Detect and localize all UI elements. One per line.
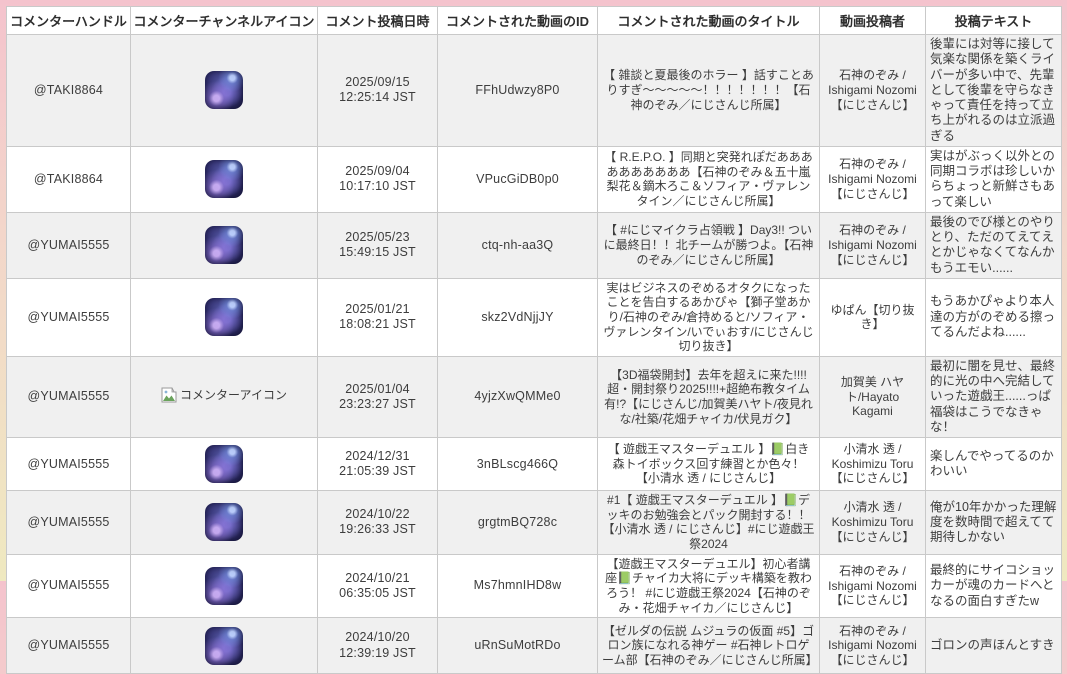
column-header-video_id: コメントされた動画のID xyxy=(437,6,598,35)
channel-avatar-image xyxy=(205,503,243,542)
broken-image-icon xyxy=(161,387,177,403)
video-title-cell: 【3D福袋開封】去年を超えに来た!!!!超・開封祭り2025!!!!+超絶布教タ… xyxy=(597,355,820,439)
video-id-cell: VPucGiDB0p0 xyxy=(437,145,598,213)
video-id-cell: uRnSuMotRDo xyxy=(437,617,598,674)
channel-icon-cell xyxy=(130,211,318,279)
commenter-handle-cell: @TAKI8864 xyxy=(6,34,131,147)
comment-text-cell: 最初に闇を見せ、最終的に光の中へ完結していった遊戯王......っぱ福袋はこうで… xyxy=(925,355,1062,439)
table-row: @YUMAI5555 2025/05/23 15:49:15 JST ctq-nh-… xyxy=(6,211,1062,279)
comment-datetime-cell: 2025/05/23 15:49:15 JST xyxy=(317,211,438,279)
channel-avatar-image xyxy=(205,626,243,665)
video-poster-cell: 石神のぞみ / Ishigami Nozomi【にじさんじ】 xyxy=(819,211,926,279)
video-poster-cell: 石神のぞみ / Ishigami Nozomi【にじさんじ】 xyxy=(819,553,926,619)
column-header-datetime: コメント投稿日時 xyxy=(317,6,438,35)
comment-text-cell: 最後のでび様とのやりとり、ただのてえてえとかじゃなくてなんかもうエモい.....… xyxy=(925,211,1062,279)
channel-icon-cell xyxy=(130,553,318,619)
video-title-cell: 【 #にじマイクラ占領戦 】Day3!! ついに最終日！！北チームが勝つよ。【石… xyxy=(597,211,820,279)
commenter-handle-cell: @YUMAI5555 xyxy=(6,277,131,357)
channel-icon-cell xyxy=(130,277,318,357)
comment-text-cell: 俺が10年かかった理解度を数時間で超えてて期待しかない xyxy=(925,490,1062,555)
video-id-cell: 3nBLscg466Q xyxy=(437,437,598,492)
broken-image-alt-text: コメンターアイコン xyxy=(180,387,287,402)
video-poster-cell: 石神のぞみ / Ishigami Nozomi【にじさんじ】 xyxy=(819,617,926,674)
channel-avatar-image xyxy=(205,160,243,199)
commenter-handle-cell: @YUMAI5555 xyxy=(6,211,131,279)
channel-icon-cell xyxy=(130,145,318,213)
video-title-cell: 【ゼルダの伝説 ムジュラの仮面 #5】ゴロン族になれる神ゲー #石神レトロゲーム… xyxy=(597,617,820,674)
commenter-handle-cell: @YUMAI5555 xyxy=(6,437,131,492)
commenter-handle-cell: @YUMAI5555 xyxy=(6,617,131,674)
video-id-cell: skz2VdNjjJY xyxy=(437,277,598,357)
video-id-cell: FFhUdwzy8P0 xyxy=(437,34,598,147)
table-row: @YUMAI5555 2024/10/21 06:35:05 JST Ms7hmnI… xyxy=(6,553,1062,619)
comment-text-cell: もうあかぴゃより本人達の方がのぞめる擦ってるんだよね...... xyxy=(925,277,1062,357)
column-header-comment_text: 投稿テキスト xyxy=(925,6,1062,35)
table-row: @TAKI8864 2025/09/04 10:17:10 JST VPucGiDB… xyxy=(6,145,1062,213)
table-row: @YUMAI5555 2024/12/31 21:05:39 JST 3nBLscg… xyxy=(6,437,1062,492)
video-title-cell: #1【 遊戯王マスターデュエル 】📗デッキのお勉強会とパック開封する！！【小清水… xyxy=(597,490,820,555)
channel-avatar-image xyxy=(205,566,243,605)
column-header-video_poster: 動画投稿者 xyxy=(819,6,926,35)
video-poster-cell: 小清水 透 / Koshimizu Toru【にじさんじ】 xyxy=(819,437,926,492)
comment-datetime-cell: 2024/10/20 12:39:19 JST xyxy=(317,617,438,674)
video-id-cell: Ms7hmnIHD8w xyxy=(437,553,598,619)
channel-avatar-image xyxy=(205,226,243,265)
table-row: @YUMAI5555 コメンターアイコン 2025/01/04 23:23:27 J… xyxy=(6,355,1062,439)
table-row: @YUMAI5555 2025/01/21 18:08:21 JST skz2VdN… xyxy=(6,277,1062,357)
video-poster-cell: ゆぱん【切り抜き】 xyxy=(819,277,926,357)
video-title-cell: 【遊戯王マスターデュエル】初心者講座📗チャイカ大将にデッキ構築を教わろう！ #に… xyxy=(597,553,820,619)
video-id-cell: grgtmBQ728c xyxy=(437,490,598,555)
column-header-icon: コメンターチャンネルアイコン xyxy=(130,6,318,35)
video-title-cell: 【 雑談と夏最後のホラー 】話すことありすぎ～～～～～！！！！！！！【石神のぞみ… xyxy=(597,34,820,147)
comment-text-cell: 楽しんでやってるのかわいい xyxy=(925,437,1062,492)
comment-datetime-cell: 2025/09/04 10:17:10 JST xyxy=(317,145,438,213)
comment-datetime-cell: 2025/01/04 23:23:27 JST xyxy=(317,355,438,439)
video-poster-cell: 小清水 透 / Koshimizu Toru【にじさんじ】 xyxy=(819,490,926,555)
comments-table-container: コメンターハンドル コメンターチャンネルアイコン コメント投稿日時 コメントされた動画… xyxy=(6,6,1062,674)
broken-channel-avatar: コメンターアイコン xyxy=(161,387,287,403)
commenter-handle-cell: @YUMAI5555 xyxy=(6,355,131,439)
comment-datetime-cell: 2025/09/15 12:25:14 JST xyxy=(317,34,438,147)
comment-datetime-cell: 2025/01/21 18:08:21 JST xyxy=(317,277,438,357)
comment-text-cell: 実はがぶっく以外との同期コラボは珍しいからちょっと新鮮さもあって楽しい xyxy=(925,145,1062,213)
comment-text-cell: 後輩には対等に接して気楽な関係を築くライバーが多い中で、先輩として後輩を守らなき… xyxy=(925,34,1062,147)
comment-text-cell: 最終的にサイコショッカーが魂のカードへとなるの面白すぎたw xyxy=(925,553,1062,619)
table-row: @YUMAI5555 2024/10/22 19:26:33 JST grgtmBQ… xyxy=(6,490,1062,555)
comment-datetime-cell: 2024/12/31 21:05:39 JST xyxy=(317,437,438,492)
channel-icon-cell: コメンターアイコン xyxy=(130,355,318,439)
column-header-video_title: コメントされた動画のタイトル xyxy=(597,6,820,35)
channel-icon-cell xyxy=(130,490,318,555)
video-title-cell: 実はビジネスのぞめるオタクになったことを告白するあかぴゃ【獅子堂あかり/石神のぞ… xyxy=(597,277,820,357)
channel-icon-cell xyxy=(130,437,318,492)
table-row: @YUMAI5555 2024/10/20 12:39:19 JST uRnSuMo… xyxy=(6,617,1062,674)
video-poster-cell: 石神のぞみ / Ishigami Nozomi【にじさんじ】 xyxy=(819,145,926,213)
column-header-handle: コメンターハンドル xyxy=(6,6,131,35)
comment-datetime-cell: 2024/10/21 06:35:05 JST xyxy=(317,553,438,619)
comment-datetime-cell: 2024/10/22 19:26:33 JST xyxy=(317,490,438,555)
table-header-row: コメンターハンドル コメンターチャンネルアイコン コメント投稿日時 コメントされた動画… xyxy=(6,6,1062,35)
video-poster-cell: 石神のぞみ / Ishigami Nozomi【にじさんじ】 xyxy=(819,34,926,147)
video-title-cell: 【 遊戯王マスターデュエル 】📗白き森トイボックス回す練習とか色々！【小清水 透… xyxy=(597,437,820,492)
video-id-cell: ctq-nh-aa3Q xyxy=(437,211,598,279)
channel-avatar-image xyxy=(205,445,243,484)
commenter-handle-cell: @TAKI8864 xyxy=(6,145,131,213)
video-poster-cell: 加賀美 ハヤト/Hayato Kagami xyxy=(819,355,926,439)
channel-icon-cell xyxy=(130,34,318,147)
table-row: @TAKI8864 2025/09/15 12:25:14 JST FFhUdwzy… xyxy=(6,34,1062,147)
comment-text-cell: ゴロンの声ほんとすき xyxy=(925,617,1062,674)
channel-avatar-image xyxy=(205,71,243,110)
channel-avatar-image xyxy=(205,298,243,337)
channel-icon-cell xyxy=(130,617,318,674)
comments-table: コメンターハンドル コメンターチャンネルアイコン コメント投稿日時 コメントされた動画… xyxy=(6,6,1062,674)
commenter-handle-cell: @YUMAI5555 xyxy=(6,490,131,555)
commenter-handle-cell: @YUMAI5555 xyxy=(6,553,131,619)
video-id-cell: 4yjzXwQMMe0 xyxy=(437,355,598,439)
video-title-cell: 【 R.E.P.O. 】同期と突発れぽだああああああああああ【石神のぞみ＆五十嵐… xyxy=(597,145,820,213)
